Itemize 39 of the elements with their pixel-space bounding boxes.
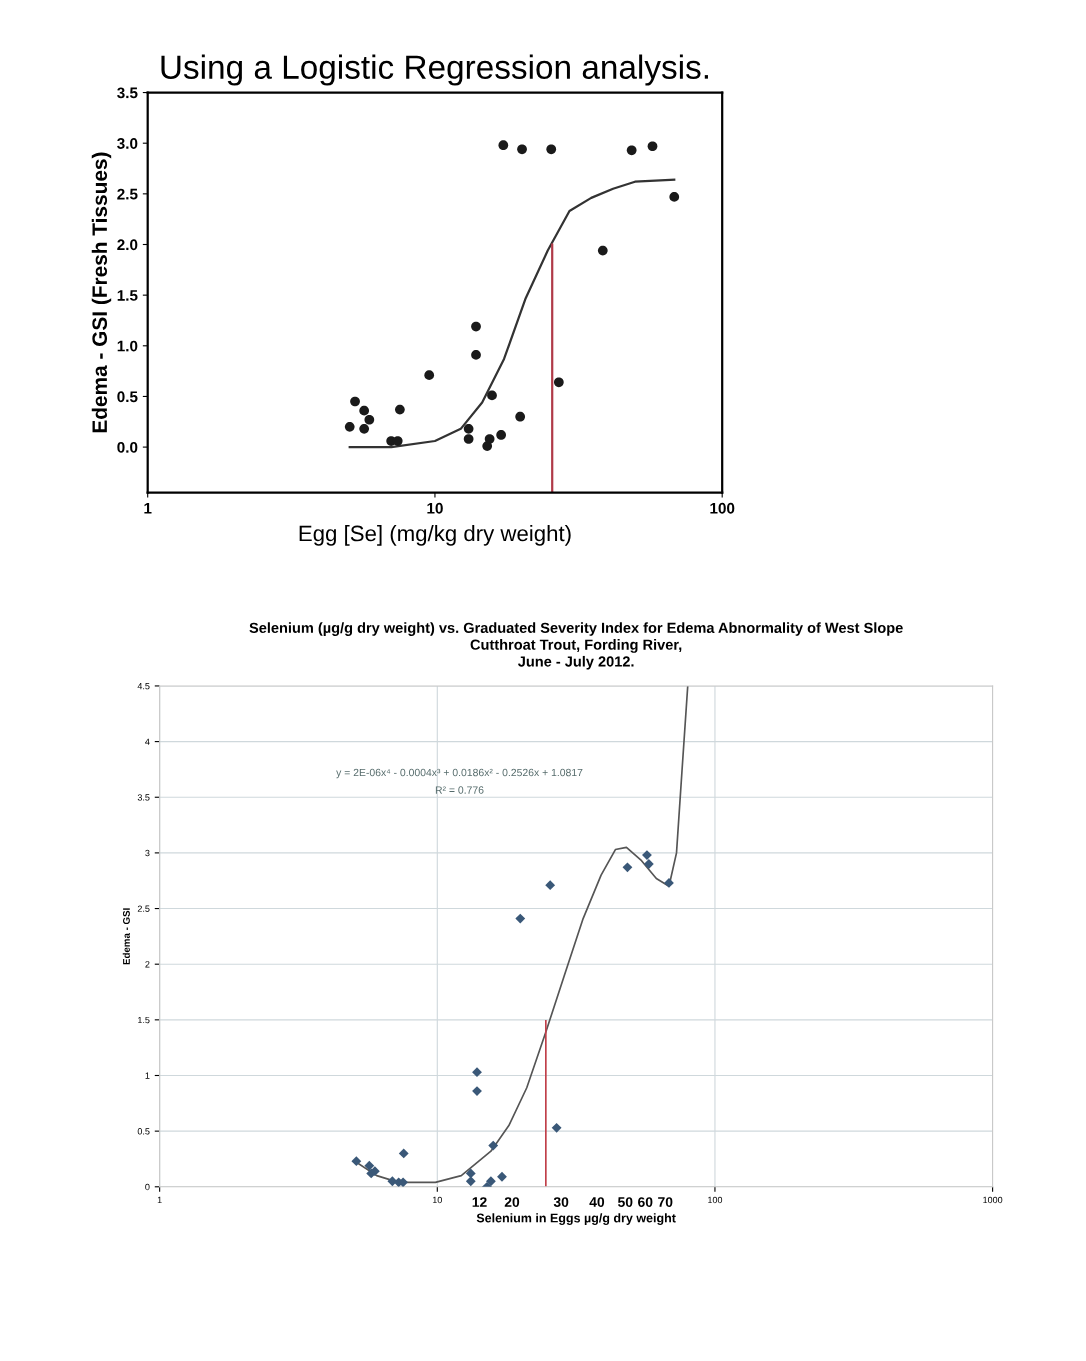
y-tick-label: 2.5 bbox=[117, 188, 138, 200]
y-tick-label: 0 bbox=[145, 1183, 150, 1191]
y-tick-label: 3 bbox=[145, 849, 150, 857]
chart-title: Selenium (µg/g dry weight) vs. Graduated Severity Index for Edema Abnormality of West Slope Cutthroat Trout, Fording River, June - July 2012. bbox=[249, 622, 903, 670]
text: 30 bbox=[553, 1197, 569, 1207]
y-tick-label: 0.0 bbox=[117, 441, 138, 453]
y-tick-label: 4.5 bbox=[137, 683, 150, 690]
text: 20 bbox=[504, 1197, 520, 1207]
y-tick-label: 1.5 bbox=[138, 1016, 150, 1024]
x-tick-label: 1000 bbox=[983, 1196, 1003, 1204]
text: 12 bbox=[472, 1197, 487, 1207]
x-tick-label: 1 bbox=[157, 1196, 162, 1204]
y-tick-label: 0.5 bbox=[117, 391, 138, 403]
text: 70 bbox=[658, 1197, 673, 1207]
y-tick-label: 0.5 bbox=[137, 1128, 150, 1135]
y-axis-title: Edema - GSI bbox=[122, 908, 130, 965]
y-tick-label: 2 bbox=[145, 961, 150, 968]
x-tick-label: 100 bbox=[708, 1196, 723, 1204]
y-tick-label: 3.0 bbox=[117, 138, 138, 149]
y-tick-label: 2.5 bbox=[137, 905, 150, 912]
y-tick-label: 1.0 bbox=[117, 340, 138, 352]
y-tick-label: 3.5 bbox=[117, 87, 138, 99]
y-tick-label: 2.0 bbox=[117, 239, 138, 251]
y-axis-title: Edema - GSI (Fresh Tissues) bbox=[91, 152, 112, 433]
annotation: y = 2E-06x⁴ - 0.0004x³ + 0.0186x² - 0.2526x + 1.0817 bbox=[336, 768, 583, 779]
x-tick-label: 100 bbox=[710, 502, 735, 514]
y-tick-label: 1 bbox=[145, 1072, 150, 1079]
text: 50 bbox=[617, 1197, 633, 1207]
annotation: R² = 0.776 bbox=[435, 786, 484, 794]
y-tick-label: 4 bbox=[145, 738, 150, 745]
y-tick-label: 3.5 bbox=[137, 794, 150, 801]
x-tick-label: 10 bbox=[427, 502, 443, 514]
y-tick-label: 1.5 bbox=[117, 290, 138, 301]
text: 60 bbox=[638, 1197, 653, 1207]
text: 40 bbox=[589, 1197, 605, 1207]
x-axis-title: Egg [Se] (mg/kg dry weight) bbox=[299, 524, 571, 546]
x-axis-title: Selenium in Eggs µg/g dry weight bbox=[476, 1213, 676, 1225]
x-tick-label: 10 bbox=[432, 1196, 442, 1204]
chart-title: Using a Logistic Regression analysis. bbox=[161, 54, 708, 86]
